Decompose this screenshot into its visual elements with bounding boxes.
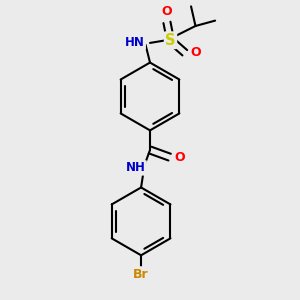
Text: Br: Br	[133, 268, 149, 281]
Text: O: O	[174, 151, 185, 164]
Text: NH: NH	[126, 161, 146, 174]
Text: O: O	[190, 46, 201, 59]
Text: S: S	[165, 33, 176, 48]
Text: O: O	[162, 5, 172, 18]
Text: HN: HN	[125, 35, 145, 49]
